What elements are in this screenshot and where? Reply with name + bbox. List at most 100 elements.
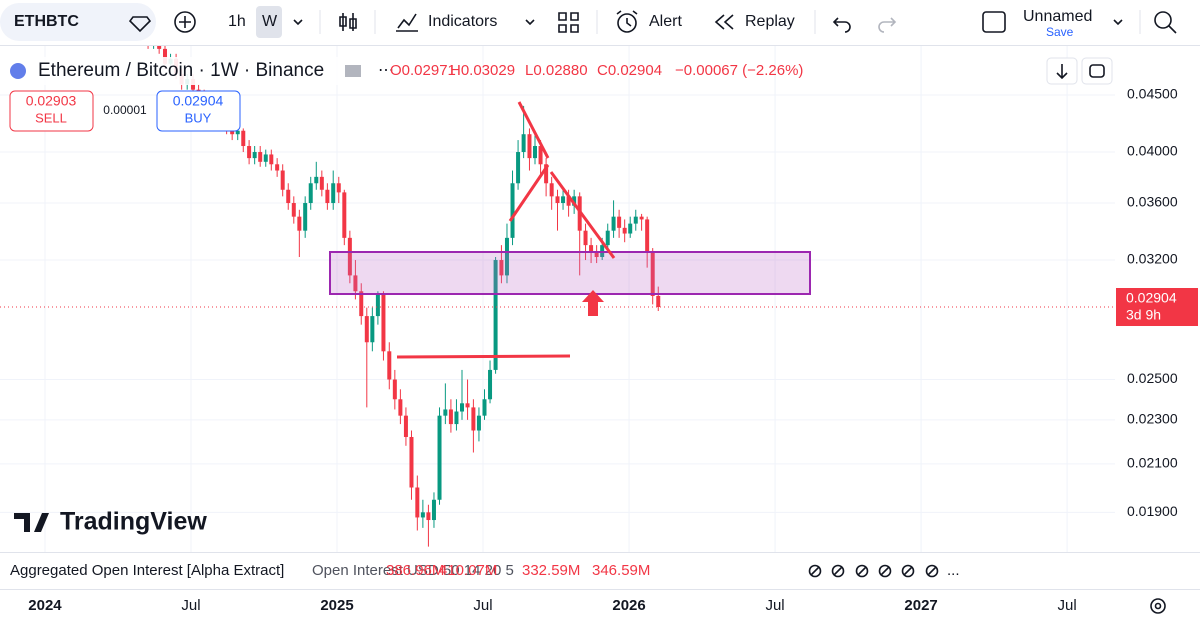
icon-layout[interactable] xyxy=(982,11,1006,33)
na-slash xyxy=(903,566,913,576)
icon-settings[interactable] xyxy=(1150,598,1166,614)
candle-body xyxy=(476,415,481,431)
candle-body xyxy=(314,176,319,184)
save-label[interactable]: Save xyxy=(1046,25,1074,39)
buy-button[interactable] xyxy=(156,90,241,132)
icon-add[interactable] xyxy=(174,11,196,33)
legend-ohlc: L0.02880 xyxy=(525,62,588,79)
icon-chevron[interactable] xyxy=(525,19,535,26)
x-tick-label: Jul xyxy=(181,597,200,614)
buy-price[interactable]: 0.02904 xyxy=(173,93,224,109)
candle-body xyxy=(611,216,616,231)
icon-chevron[interactable] xyxy=(293,19,303,26)
watermark-logo xyxy=(14,513,49,532)
candle-body xyxy=(381,294,386,352)
candle-body xyxy=(297,216,302,231)
candle-body xyxy=(622,227,627,234)
icon-eth xyxy=(10,63,26,79)
icon-replay[interactable] xyxy=(714,14,734,30)
candle-body xyxy=(269,154,274,165)
legend-bg xyxy=(4,57,406,85)
legend-ohlc: O0.02971 xyxy=(390,62,456,79)
candle-body xyxy=(555,196,560,204)
x-tick-label: 2025 xyxy=(320,597,353,614)
candle-body xyxy=(426,512,431,521)
last-price-label: 0.02904 xyxy=(1126,290,1177,306)
candle-body xyxy=(516,152,521,184)
indicator-value: 386.96M xyxy=(386,562,444,579)
candle-body xyxy=(241,130,246,147)
icon-indicators[interactable] xyxy=(396,13,418,32)
reset-button[interactable] xyxy=(1081,57,1113,85)
indicator-name[interactable]: Aggregated Open Interest [Alpha Extract] xyxy=(10,562,284,579)
candle-body xyxy=(566,196,571,206)
spread: 0.00001 xyxy=(103,103,147,117)
alert-button[interactable]: Alert xyxy=(649,13,682,30)
icon-search-handle xyxy=(1168,25,1177,34)
y-tick-label: 0.04000 xyxy=(1127,143,1178,159)
candle-body xyxy=(364,316,369,343)
icon-flag[interactable] xyxy=(345,65,361,77)
na-slash xyxy=(810,566,820,576)
na-icon xyxy=(855,564,869,578)
y-tick-label: 0.03600 xyxy=(1127,194,1178,210)
last-price-box xyxy=(1116,288,1198,327)
trend-line[interactable] xyxy=(549,171,616,259)
candle-body xyxy=(448,409,453,425)
icon-layouts[interactable] xyxy=(558,12,579,33)
icon-alert[interactable] xyxy=(617,13,637,33)
icon-chevron[interactable] xyxy=(1113,19,1123,26)
symbol-search[interactable] xyxy=(0,3,156,41)
candle-body xyxy=(645,219,650,253)
horizontal-line[interactable] xyxy=(396,354,571,359)
icon-diamond[interactable] xyxy=(128,16,152,33)
icon-search[interactable] xyxy=(1154,11,1172,29)
candle-body xyxy=(415,487,420,518)
zone-rectangle[interactable] xyxy=(329,251,811,295)
icon-more[interactable]: ⋯ xyxy=(378,62,394,79)
candle-body xyxy=(308,183,313,204)
na-icon xyxy=(878,564,892,578)
countdown: 3d 9h xyxy=(1126,307,1161,323)
candle-body xyxy=(533,146,538,159)
candle-body xyxy=(499,260,504,276)
icon-candles[interactable] xyxy=(339,13,357,31)
candle-body xyxy=(510,183,515,238)
candle-body xyxy=(521,134,526,153)
buy-label[interactable]: BUY xyxy=(185,110,212,125)
timeframe-active[interactable] xyxy=(256,6,282,38)
candle-body xyxy=(235,130,240,135)
sell-label[interactable]: SELL xyxy=(35,110,67,125)
sell-button[interactable] xyxy=(9,90,94,132)
na-slash xyxy=(927,566,937,576)
legend-title[interactable]: Ethereum / Bitcoin · 1W · Binance xyxy=(38,60,324,81)
sell-price[interactable]: 0.02903 xyxy=(26,93,77,109)
watermark: TradingView xyxy=(60,508,207,536)
interval[interactable]: 1h xyxy=(228,13,246,30)
y-tick-label: 0.02300 xyxy=(1127,411,1178,427)
trend-line[interactable] xyxy=(517,101,550,159)
arrow-up[interactable] xyxy=(582,290,604,316)
symbol[interactable]: ETHBTC xyxy=(14,13,79,30)
candle-body xyxy=(594,252,599,258)
candle-body xyxy=(303,203,308,231)
axes: 0.04500 0.04000 0.03600 0.03200 0.02500 0.023… xyxy=(28,86,1178,614)
icon-down xyxy=(1056,64,1068,80)
trend-line[interactable] xyxy=(508,164,550,222)
layout-name[interactable]: Unnamed xyxy=(1023,8,1092,25)
timeframe[interactable]: W xyxy=(262,13,278,30)
icon-redo[interactable] xyxy=(878,17,897,33)
icon-undo[interactable] xyxy=(832,17,851,33)
candle-body xyxy=(538,146,543,165)
indicators-button[interactable]: Indicators xyxy=(428,13,497,30)
candle-body xyxy=(544,164,549,184)
candle-body xyxy=(431,499,436,521)
indicator-more[interactable]: ... xyxy=(947,562,960,579)
replay-button[interactable]: Replay xyxy=(745,13,795,30)
candle-body xyxy=(398,399,403,416)
candle-body xyxy=(347,237,352,276)
candle-body xyxy=(460,403,465,412)
